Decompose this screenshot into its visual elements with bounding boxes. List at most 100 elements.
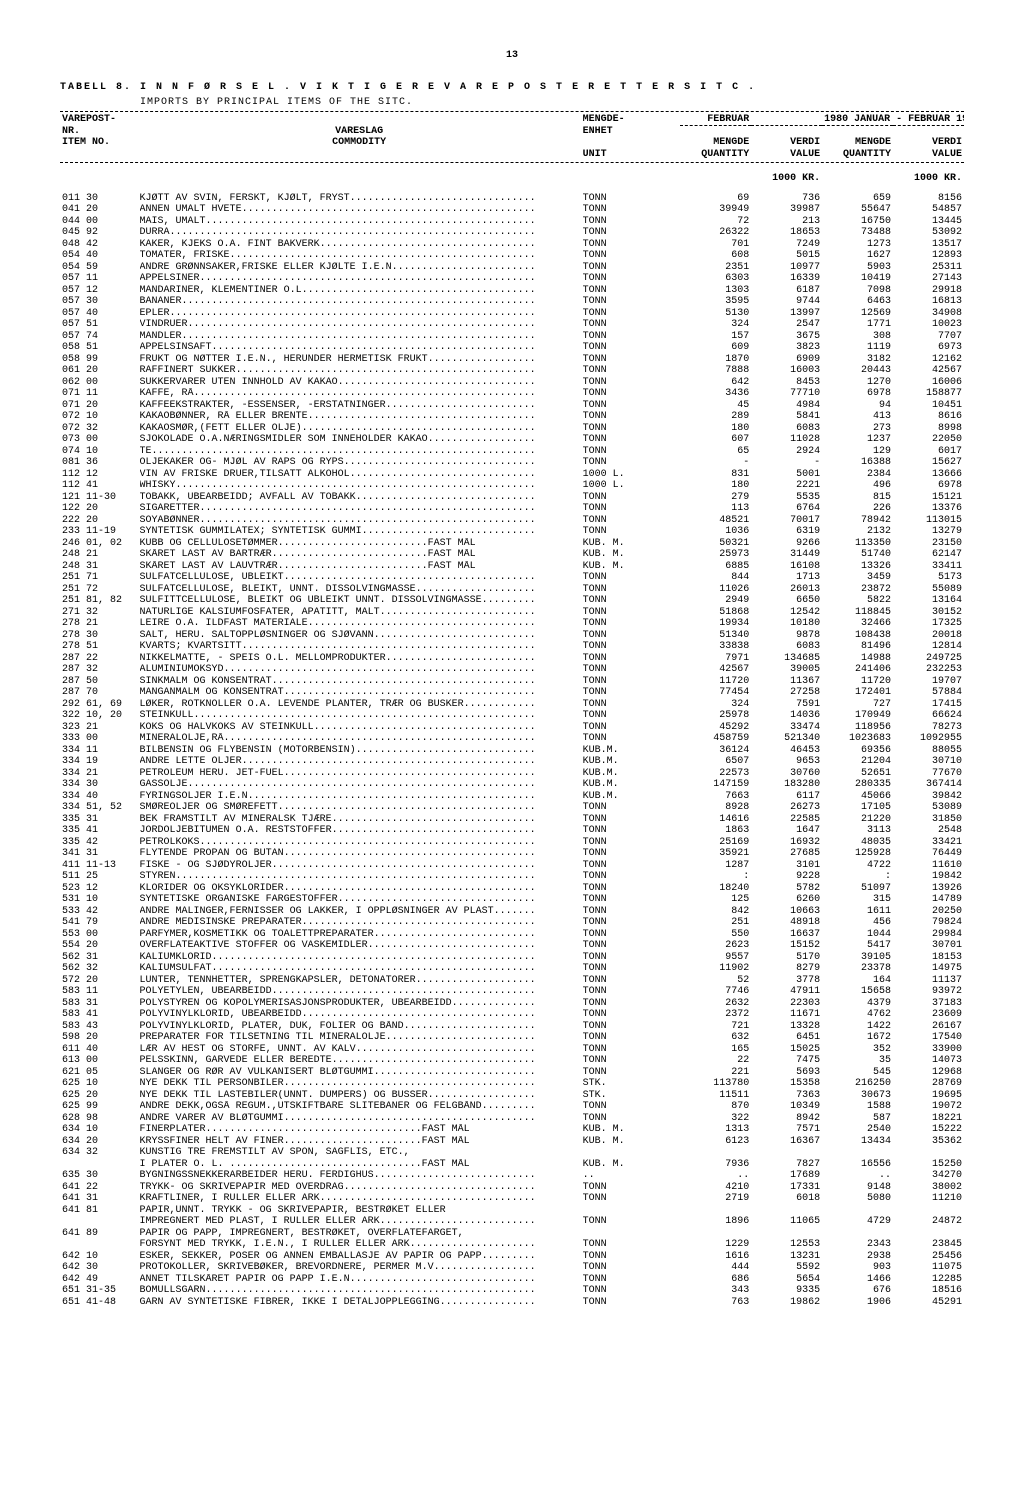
- val-ytd: 25311: [893, 262, 964, 274]
- item-no: 625 10: [60, 1078, 138, 1090]
- val-ytd: 33421: [893, 837, 964, 849]
- val-ytd: 13279: [893, 526, 964, 538]
- val-feb: 17331: [751, 1182, 822, 1194]
- val-ytd: 19707: [893, 676, 964, 688]
- item-no: 641 81: [60, 1205, 138, 1217]
- val-feb: 18653: [751, 227, 822, 239]
- val-feb: 7363: [751, 1090, 822, 1102]
- item-no: 292 61, 69: [60, 699, 138, 711]
- item-no: 341 31: [60, 848, 138, 860]
- qty-feb: 7663: [680, 791, 751, 803]
- table-row: 061 20RAFFINERT SUKKER..................…: [60, 365, 964, 377]
- item-no: 071 11: [60, 388, 138, 400]
- qty-feb: :: [680, 871, 751, 883]
- commodity-desc: KUNSTIG TRE FREMSTILT AV SPON, SAGFLIS, …: [138, 1147, 581, 1159]
- item-no: 625 20: [60, 1090, 138, 1102]
- table-row: 058 51APPELSINSAFT......................…: [60, 342, 964, 354]
- table-row: 334 21PETROLEUM HERU. JET-FUEL..........…: [60, 768, 964, 780]
- qty-ytd: 5903: [822, 262, 893, 274]
- val-feb: 6909: [751, 354, 822, 366]
- qty-feb: 550: [680, 929, 751, 941]
- val-ytd: 55089: [893, 584, 964, 596]
- val-ytd: 158877: [893, 388, 964, 400]
- qty-feb: -: [680, 457, 751, 469]
- hdr-v2: VERDI: [893, 137, 964, 149]
- unit: TONN: [581, 676, 681, 688]
- table-row: 641 89PAPIR OG PAPP, IMPREGNERT, BESTRØK…: [60, 1228, 964, 1240]
- val-ytd: 7707: [893, 331, 964, 343]
- commodity-desc: BOMULLSGARN.............................…: [138, 1285, 581, 1297]
- commodity-desc: FINERPLATER.............................…: [138, 1124, 581, 1136]
- table-row: 057 51VINDRUER..........................…: [60, 319, 964, 331]
- table-row: 411 11-13FISKE - OG SJØDYROLJER.........…: [60, 860, 964, 872]
- unit: TONN: [581, 239, 681, 251]
- val-ytd: 11610: [893, 860, 964, 872]
- table-row: 554 20OVERFLATEAKTIVE STOFFER OG VASKEMI…: [60, 940, 964, 952]
- val-ytd: [893, 1205, 964, 1217]
- unit: STK.: [581, 1078, 681, 1090]
- table-row: 287 50SINKMALM OG KONSENTRAT............…: [60, 676, 964, 688]
- val-feb: 10349: [751, 1101, 822, 1113]
- table-row: 562 31KALIUMKLORID......................…: [60, 952, 964, 964]
- qty-feb: 322: [680, 1113, 751, 1125]
- commodity-desc: KRAFTLINER, I RULLER ELLER ARK..........…: [138, 1193, 581, 1205]
- commodity-desc: KAFFE, RÅ...............................…: [138, 388, 581, 400]
- qty-ytd: 5822: [822, 595, 893, 607]
- table-row: 341 31FLYTENDE PROPAN OG BUTAN..........…: [60, 848, 964, 860]
- header-table: VAREPOST- MENGDE- FEBRUAR 1980 JANUAR - …: [60, 114, 964, 161]
- unit: TONN: [581, 1285, 681, 1297]
- commodity-desc: NIKKELMATTE, - SPEIS O.L. MELLOMPRODUKTE…: [138, 653, 581, 665]
- item-no: 334 40: [60, 791, 138, 803]
- unit: TONN: [581, 1101, 681, 1113]
- commodity-desc: MANDLER.................................…: [138, 331, 581, 343]
- qty-ytd: 1466: [822, 1274, 893, 1286]
- table-row: 081 36OLJEKAKER OG- MJØL AV RAPS OG RYPS…: [60, 457, 964, 469]
- val-feb: 9744: [751, 296, 822, 308]
- val-feb: 6187: [751, 285, 822, 297]
- unit: KUB. M.: [581, 538, 681, 550]
- val-feb: 5841: [751, 411, 822, 423]
- item-no: 334 51, 52: [60, 802, 138, 814]
- unit: TONN: [581, 894, 681, 906]
- val-ytd: 17540: [893, 1032, 964, 1044]
- val-ytd: 20250: [893, 906, 964, 918]
- item-no: 248 21: [60, 549, 138, 561]
- val-ytd: 33411: [893, 561, 964, 573]
- qty-feb: 18240: [680, 883, 751, 895]
- val-ytd: 24872: [893, 1216, 964, 1228]
- qty-feb: 1313: [680, 1124, 751, 1136]
- val-ytd: 13666: [893, 469, 964, 481]
- unit: TONN: [581, 641, 681, 653]
- unit: TONN: [581, 653, 681, 665]
- val-feb: 13997: [751, 308, 822, 320]
- val-ytd: 25456: [893, 1251, 964, 1263]
- table-row: 583 43POLYVINYLKLORID, PLATER, DUK, FOLI…: [60, 1021, 964, 1033]
- qty-feb: 165: [680, 1044, 751, 1056]
- item-no: 335 31: [60, 814, 138, 826]
- unit: TONN: [581, 1297, 681, 1309]
- qty-ytd: 4762: [822, 1009, 893, 1021]
- val-feb: 7249: [751, 239, 822, 251]
- unit: TONN: [581, 354, 681, 366]
- val-feb: 17689: [751, 1170, 822, 1182]
- val-ytd: 17325: [893, 618, 964, 630]
- item-no: 334 11: [60, 745, 138, 757]
- val-feb: 7571: [751, 1124, 822, 1136]
- unit: TONN: [581, 526, 681, 538]
- item-no: 323 21: [60, 722, 138, 734]
- qty-feb: 125: [680, 894, 751, 906]
- val-ytd: 6017: [893, 446, 964, 458]
- unit: [581, 1228, 681, 1240]
- table-row: 613 00PELSSKINN, GARVEDE ELLER BEREDTE..…: [60, 1055, 964, 1067]
- val-feb: 15152: [751, 940, 822, 952]
- qty-ytd: 16556: [822, 1159, 893, 1171]
- qty-ytd: 1588: [822, 1101, 893, 1113]
- commodity-desc: TRYKK- OG SKRIVEPAPIR MED OVERDRAG......…: [138, 1182, 581, 1194]
- item-no: 251 81, 82: [60, 595, 138, 607]
- commodity-desc: SIGARETTER..............................…: [138, 503, 581, 515]
- unit: TONN: [581, 515, 681, 527]
- unit: KUB. M.: [581, 1159, 681, 1171]
- commodity-desc: NYE DEKK TIL LASTEBILER(UNNT. DUMPERS) O…: [138, 1090, 581, 1102]
- hdr-unit-d: UNIT: [581, 149, 681, 161]
- unit: KUB.M.: [581, 756, 681, 768]
